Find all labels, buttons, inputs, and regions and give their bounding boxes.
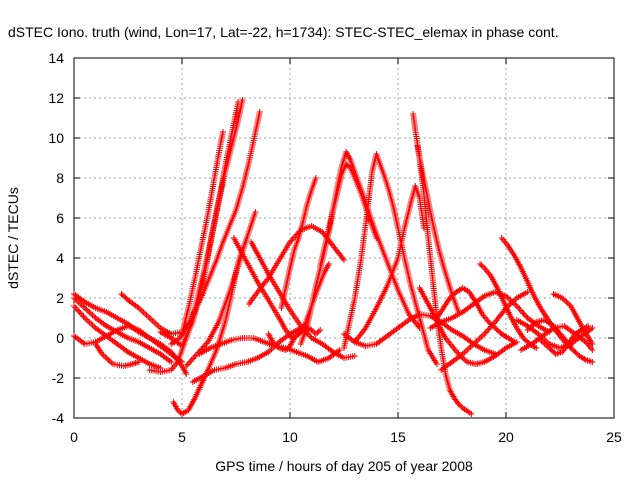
series-3-markers — [71, 323, 185, 365]
series-5 — [118, 291, 185, 337]
series-35 — [550, 291, 596, 347]
series-4 — [92, 341, 142, 369]
series-23-markers — [341, 311, 499, 357]
series-35-markers — [550, 291, 596, 347]
series-36-markers — [524, 317, 574, 349]
y-tick-label: -2 — [52, 370, 65, 386]
x-tick-labels: 0 5 10 15 20 25 — [70, 429, 622, 445]
x-tick-label: 5 — [178, 429, 186, 445]
y-tick-label: 8 — [56, 170, 64, 186]
series-27-markers — [433, 285, 518, 345]
series-8 — [168, 109, 263, 347]
y-tick-label: 4 — [56, 250, 64, 266]
series-8-markers — [168, 109, 263, 347]
x-axis-label: GPS time / hours of day 205 of year 2008 — [215, 458, 473, 474]
series-27 — [433, 285, 518, 345]
series-3 — [71, 323, 185, 365]
y-tick-label: 10 — [48, 130, 64, 146]
y-tick-label: 12 — [48, 90, 64, 106]
series-9-markers — [179, 129, 226, 337]
series-21 — [341, 151, 440, 367]
series-30-markers — [477, 261, 540, 351]
x-tick-label: 0 — [70, 429, 78, 445]
y-tick-label: 14 — [48, 50, 64, 66]
x-tick-label: 20 — [498, 429, 514, 445]
series-18 — [278, 175, 319, 311]
series-30 — [477, 261, 540, 351]
series-18-markers — [278, 175, 319, 311]
y-tick-label: 0 — [56, 330, 64, 346]
data-marks — [71, 97, 596, 417]
series-9 — [179, 129, 226, 337]
series-5-markers — [118, 291, 185, 337]
series-4-markers — [92, 341, 142, 369]
y-tick-labels: -4 -2 0 2 4 6 8 10 12 14 — [48, 50, 64, 426]
plot-frame — [73, 57, 615, 419]
x-tick-label: 15 — [390, 429, 406, 445]
axis-ticks — [73, 57, 615, 419]
series-21-markers — [341, 151, 440, 367]
series-2-markers — [71, 303, 164, 371]
series-16 — [248, 239, 358, 361]
chart-title: dSTEC Iono. truth (wind, Lon=17, Lat=-22… — [8, 24, 559, 40]
series-23 — [341, 311, 499, 357]
x-tick-label: 10 — [282, 429, 298, 445]
series-2 — [71, 303, 164, 371]
y-tick-label: 2 — [56, 290, 64, 306]
x-tick-label: 25 — [606, 429, 622, 445]
series-36 — [524, 317, 574, 349]
y-tick-label: 6 — [56, 210, 64, 226]
y-tick-label: -4 — [52, 410, 65, 426]
series-16-markers — [248, 239, 358, 361]
y-axis-label: dSTEC / TECUs — [5, 187, 21, 289]
